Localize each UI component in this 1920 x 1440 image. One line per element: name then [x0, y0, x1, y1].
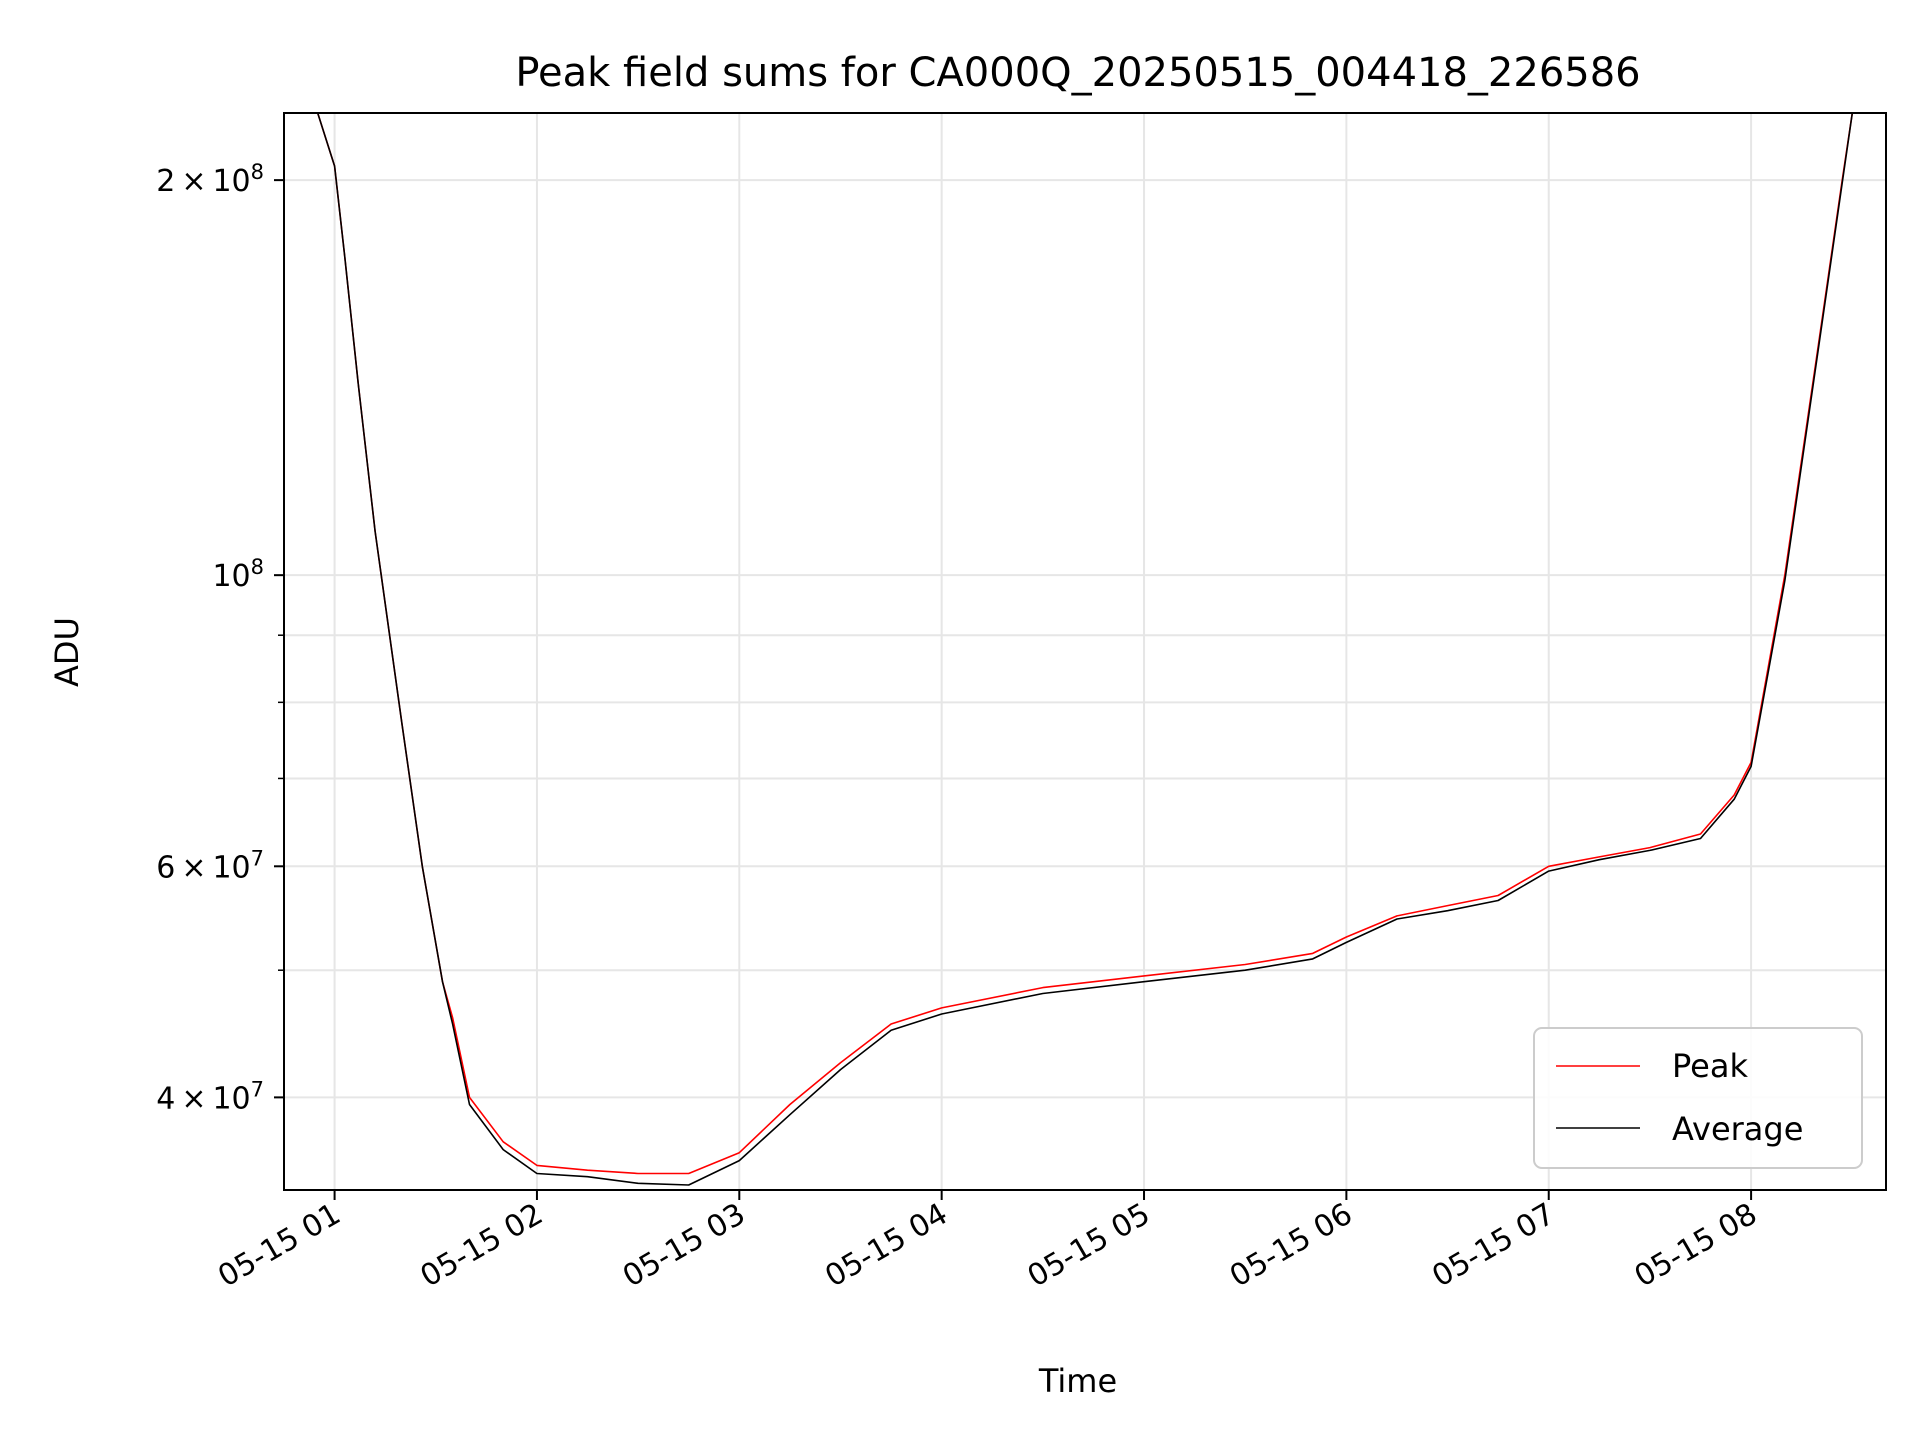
legend: Peak Average	[1533, 1027, 1863, 1169]
legend-average-label: Average	[1672, 1110, 1803, 1148]
y-tick-label: 6 × 107	[156, 846, 264, 885]
series-line-average	[316, 112, 1854, 1186]
x-axis-label: Time	[1038, 1362, 1117, 1400]
y-tick-label: 4 × 107	[156, 1077, 264, 1116]
y-tick-label: 2 × 108	[156, 160, 264, 199]
y-axis-label: ADU	[48, 617, 86, 687]
plot-frame	[283, 112, 1887, 1191]
series-layer	[316, 112, 1854, 1186]
grid	[284, 113, 1886, 1190]
legend-box	[1533, 1027, 1863, 1169]
y-axis: 2 × 108 108 6 × 107 4 × 107	[156, 160, 284, 1116]
y-tick-label: 108	[212, 555, 264, 594]
chart-title: Peak field sums for CA000Q_20250515_0044…	[515, 50, 1640, 96]
legend-peak-label: Peak	[1672, 1047, 1748, 1085]
